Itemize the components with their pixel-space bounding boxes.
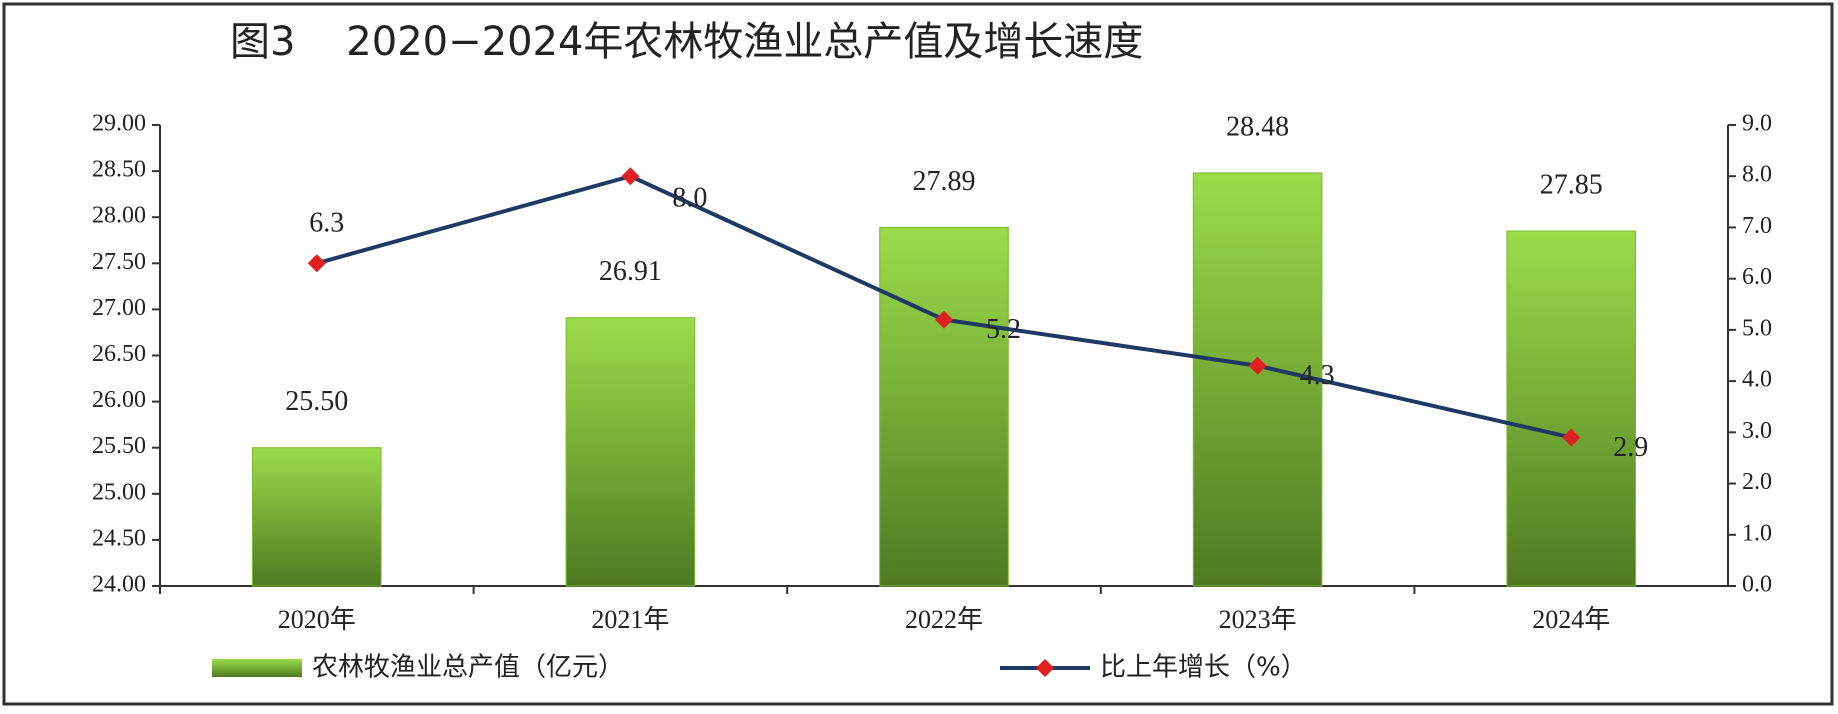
y2-tick-label: 8.0 [1742, 162, 1772, 188]
chart-title: 图3 2020−2024年农林牧渔业总产值及增长速度 [230, 19, 1143, 65]
x-tick-label: 2024年 [1532, 605, 1610, 634]
y-tick-label: 28.50 [92, 157, 146, 183]
bar [1506, 230, 1636, 587]
line-value-label: 4.3 [1300, 360, 1335, 391]
legend-label: 农林牧渔业总产值（亿元） [312, 653, 624, 683]
line-value-label: 6.3 [309, 208, 344, 239]
y2-tick-label: 0.0 [1742, 572, 1772, 598]
y-tick-label: 26.00 [92, 387, 146, 413]
line-marker [621, 167, 640, 186]
y-tick-label: 27.00 [92, 295, 146, 321]
y2-tick-label: 5.0 [1742, 315, 1772, 341]
line-value-label: 8.0 [672, 183, 707, 214]
bar-value-label: 27.85 [1540, 169, 1603, 200]
legend-label: 比上年增长（%） [1100, 653, 1307, 683]
bar [1192, 172, 1323, 587]
bar-value-label: 28.48 [1226, 111, 1289, 142]
y-tick-label: 27.50 [92, 249, 146, 275]
y-tick-label: 24.50 [92, 525, 146, 551]
bar-value-label: 26.91 [599, 256, 662, 287]
x-tick-label: 2022年 [905, 605, 983, 634]
y-tick-label: 25.00 [92, 479, 146, 505]
y-tick-label: 26.50 [92, 341, 146, 367]
y2-tick-label: 4.0 [1742, 367, 1772, 393]
y-tick-label: 29.00 [92, 111, 146, 137]
x-tick-label: 2023年 [1219, 605, 1297, 634]
line-marker [1248, 356, 1267, 375]
y2-tick-label: 1.0 [1742, 520, 1772, 546]
line-marker [307, 254, 326, 273]
line-marker [1562, 428, 1581, 447]
y-tick-label: 24.00 [92, 572, 146, 598]
bar [252, 447, 382, 587]
y2-tick-label: 7.0 [1742, 213, 1772, 239]
bar-value-label: 27.89 [913, 166, 976, 197]
y2-tick-label: 2.0 [1742, 469, 1772, 495]
bar [565, 317, 696, 587]
x-tick-label: 2020年 [278, 605, 356, 634]
line-value-label: 2.9 [1613, 432, 1648, 463]
y2-tick-label: 3.0 [1742, 418, 1772, 444]
y2-tick-label: 9.0 [1742, 111, 1772, 137]
line-marker [935, 310, 953, 329]
y-tick-label: 25.50 [92, 433, 146, 459]
x-tick-label: 2021年 [591, 605, 669, 634]
bar-value-label: 25.50 [285, 386, 348, 417]
y2-tick-label: 6.0 [1742, 264, 1772, 290]
legend-swatch-marker [1036, 659, 1054, 677]
legend-swatch [212, 659, 302, 677]
y-tick-label: 28.00 [92, 203, 146, 229]
bar [879, 226, 1009, 587]
line-value-label: 5.2 [986, 314, 1021, 345]
